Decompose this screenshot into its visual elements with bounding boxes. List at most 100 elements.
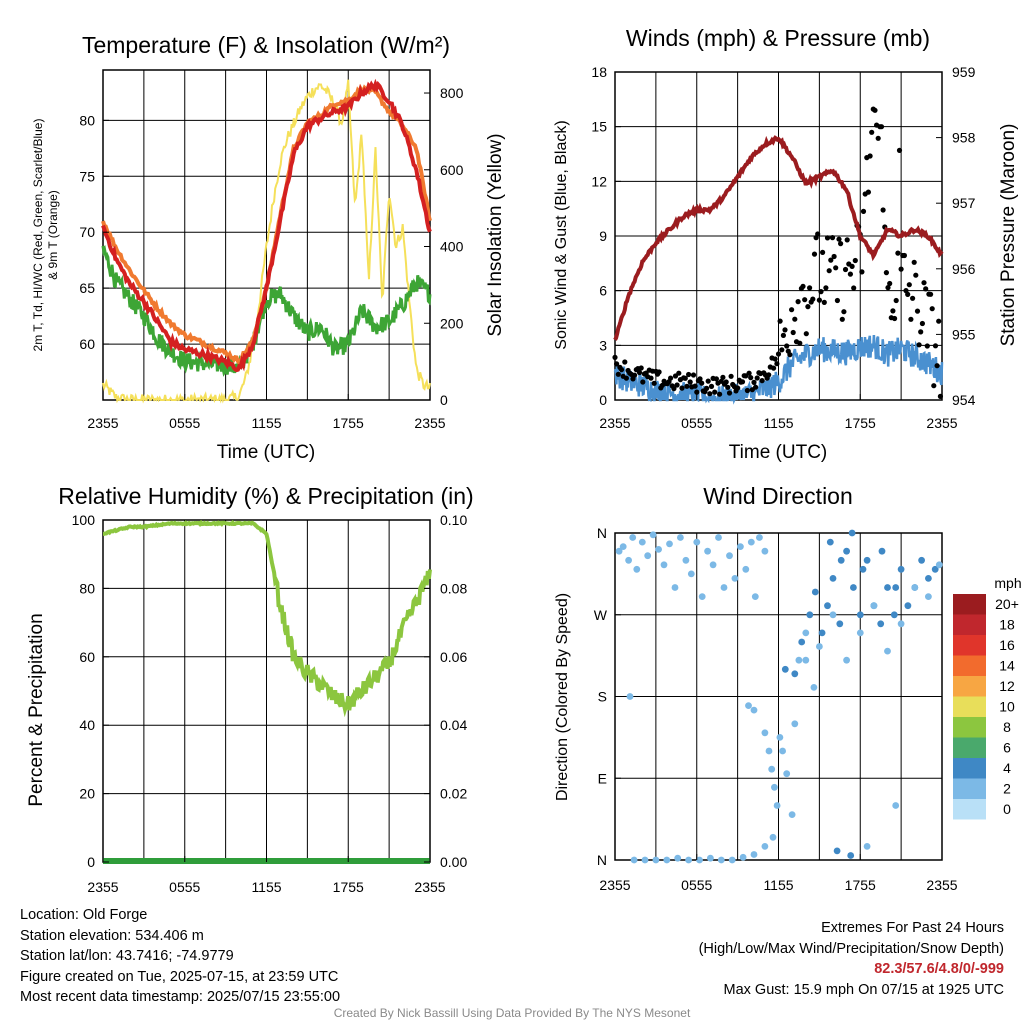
x-tick-label: 1155: [251, 879, 281, 895]
direction-point: [737, 543, 744, 550]
station-elevation: Station elevation: 534.406 m: [20, 927, 204, 944]
gust-point: [896, 147, 903, 153]
direction-point: [696, 856, 703, 864]
gust-point: [865, 189, 872, 195]
dir-x-ticks: 2355 0555 1155 1755 2355: [599, 854, 958, 893]
y-tick-label: 0: [599, 392, 607, 408]
rh-y2-ticks: 0.00 0.02 0.04 0.06 0.08 0.10: [424, 512, 467, 870]
gust-point: [921, 280, 927, 286]
gust-point: [803, 331, 809, 337]
direction-point: [806, 611, 814, 619]
direction-point: [781, 665, 789, 673]
gust-point: [713, 376, 720, 382]
legend-label: 12: [999, 678, 1015, 694]
gust-point: [923, 286, 929, 292]
direction-point: [788, 811, 796, 818]
gust-point: [636, 369, 643, 376]
gust-point: [820, 249, 826, 255]
y-tick-label: N: [597, 525, 607, 541]
rh-y-ticks: 0 20 40 60 80 100: [72, 512, 109, 870]
gust-point: [875, 135, 881, 141]
direction-point: [911, 584, 919, 591]
gust-point: [708, 383, 715, 389]
y-tick-label: W: [594, 607, 608, 623]
x-tick-label: 1755: [333, 879, 364, 895]
direction-point: [726, 552, 733, 560]
direction-point: [892, 802, 900, 809]
direction-point: [918, 556, 925, 564]
direction-point: [625, 556, 632, 564]
y-tick-label: 3: [599, 337, 607, 353]
x-tick-label: 0555: [169, 879, 200, 895]
gust-point: [780, 332, 787, 338]
y2-tick-label: 0: [440, 392, 448, 408]
gust-point: [906, 282, 912, 288]
direction-point: [761, 547, 769, 555]
direction-point: [856, 629, 864, 637]
series-solar: [102, 79, 431, 404]
gust-point: [614, 361, 620, 367]
legend-label: 2: [1003, 781, 1011, 797]
legend-swatch: [953, 635, 986, 656]
direction-point: [619, 543, 627, 550]
series-rh: [103, 519, 432, 718]
x-tick-label: 2355: [87, 879, 118, 895]
x-tick-label: 2355: [414, 879, 445, 895]
temp-title: Temperature (F) & Insolation (W/m²): [82, 32, 450, 58]
gust-point: [784, 343, 790, 349]
gust-point: [811, 251, 818, 257]
gust-point: [852, 257, 858, 264]
direction-point: [856, 611, 864, 619]
gust-point: [805, 304, 811, 310]
extremes-values: 82.3/57.6/4.8/0/-999: [874, 961, 1004, 977]
rh-title: Relative Humidity (%) & Precipitation (i…: [58, 483, 473, 509]
direction-point: [751, 593, 759, 600]
gust-point: [705, 378, 711, 384]
legend-label: 16: [999, 637, 1015, 653]
direction-point: [863, 843, 871, 850]
direction-point: [687, 570, 695, 578]
legend-swatch: [953, 676, 986, 697]
gust-point: [931, 383, 937, 389]
gust-point: [905, 291, 911, 297]
direction-point: [674, 854, 682, 862]
direction-point: [884, 647, 891, 655]
direction-point: [742, 565, 750, 573]
direction-point: [877, 620, 885, 628]
gust-point: [924, 343, 930, 349]
gust-point: [623, 375, 630, 381]
direction-point: [863, 556, 871, 564]
wind-y2label: Station Pressure (Maroon): [998, 124, 1019, 347]
gust-point: [754, 375, 760, 381]
direction-point: [698, 593, 706, 600]
x-tick-label: 2355: [926, 415, 957, 431]
y2-tick-label: 0.00: [440, 854, 467, 870]
gust-point: [656, 369, 662, 375]
gust-point: [893, 297, 899, 304]
wind-series: [612, 106, 944, 405]
series-dewpoint: [101, 244, 432, 377]
gust-point: [860, 208, 867, 214]
direction-point: [745, 702, 752, 709]
y-tick-label: 18: [591, 64, 607, 80]
legend-swatch: [953, 655, 986, 676]
direction-point: [663, 856, 671, 864]
y-tick-label: 6: [599, 283, 607, 299]
gust-point: [816, 297, 823, 303]
direction-point: [783, 770, 791, 778]
x-tick-label: 1755: [333, 415, 364, 431]
direction-point: [925, 575, 932, 582]
temp-y-ticks: 60 65 70 75 80: [79, 112, 109, 352]
gust-point: [748, 375, 754, 381]
gust-point: [746, 370, 752, 376]
y2-tick-label: 957: [952, 195, 976, 211]
direction-point: [765, 747, 773, 755]
station-latlon: Station lat/lon: 43.7416; -74.9779: [20, 948, 234, 964]
wind-y-ticks: 0 3 6 9 12 15 18: [591, 64, 621, 408]
x-tick-label: 2355: [87, 415, 118, 431]
gust-point: [885, 285, 891, 291]
y-tick-label: 9: [599, 228, 607, 244]
direction-point: [904, 602, 912, 610]
direction-point: [769, 833, 777, 841]
